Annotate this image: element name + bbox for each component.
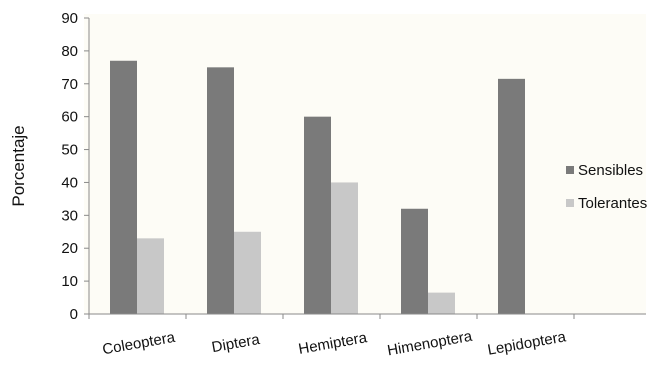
legend-swatch-tolerantes: [566, 199, 574, 207]
bar-tolerantes-hemiptera: [331, 182, 358, 314]
y-tick-label: 40: [61, 174, 78, 191]
bar-sensibles-diptera: [207, 67, 234, 314]
y-tick-label: 90: [61, 10, 78, 27]
legend: Sensibles Tolerantes: [566, 162, 647, 212]
y-tick-label: 30: [61, 207, 78, 224]
x-tick-label: Diptera: [210, 331, 261, 356]
y-tick-label: 10: [61, 273, 78, 290]
x-tick-label: Lepidoptera: [486, 328, 568, 359]
y-tick-label: 20: [61, 240, 78, 257]
bar-sensibles-hemiptera: [304, 116, 331, 315]
legend-label-tolerantes: Tolerantes: [578, 195, 647, 212]
y-tick-label: 80: [61, 43, 78, 60]
legend-label-sensibles: Sensibles: [578, 162, 643, 179]
y-tick-label: 60: [61, 109, 78, 126]
y-tick-label: 50: [61, 142, 78, 159]
bar-tolerantes-himenoptera: [428, 292, 455, 314]
legend-swatch-sensibles: [566, 166, 574, 174]
y-tick-label: 70: [61, 76, 78, 93]
x-tick-label: Hemiptera: [297, 329, 369, 358]
plot-background: [84, 14, 646, 314]
x-axis-labels: Coleoptera Diptera Hemiptera Himenoptera Lep…: [101, 328, 568, 360]
bar-tolerantes-diptera: [234, 231, 261, 314]
y-axis-ticks: 0 10 20 30 40 50 60 70 80 90: [61, 10, 575, 323]
bar-sensibles-himenoptera: [401, 208, 428, 314]
bar-sensibles-coleoptera: [110, 60, 137, 314]
bar-tolerantes-coleoptera: [137, 238, 164, 314]
x-tick-label: Himenoptera: [386, 328, 474, 360]
bar-sensibles-lepidoptera: [498, 78, 525, 314]
y-axis-title: Porcentaje: [9, 125, 28, 206]
bars-group: [110, 60, 525, 315]
y-tick-label: 0: [70, 306, 78, 323]
x-tick-label: Coleoptera: [101, 329, 177, 359]
